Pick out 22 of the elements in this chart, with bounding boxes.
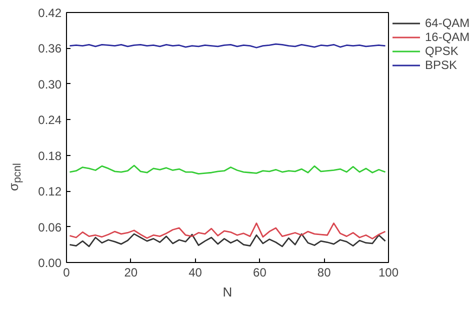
legend-label: 64-QAM: [425, 16, 470, 30]
y-tick-label: 0.30: [38, 77, 62, 92]
line-series: [69, 222, 386, 240]
y-tick-label: 0.06: [38, 220, 62, 234]
line-series: [69, 164, 386, 175]
y-tick-label: 0.00: [38, 256, 62, 270]
x-tick-label: 100: [378, 266, 399, 280]
y-tick-label: 0.24: [38, 113, 62, 128]
y-tick-label: 0.42: [38, 6, 62, 20]
x-tick-label: 0: [63, 266, 70, 280]
legend-label: 16-QAM: [425, 30, 470, 44]
y-tick-label: 0.36: [38, 42, 62, 56]
x-tick-label: 40: [188, 266, 202, 280]
y-tick-label: 0.18: [38, 148, 62, 163]
legend-label: QPSK: [425, 44, 458, 58]
x-tick-label: 60: [253, 266, 267, 280]
x-tick-label: 80: [317, 266, 332, 280]
x-tick-label: 20: [124, 266, 138, 280]
line-series: [69, 233, 386, 248]
y-tick-label: 0.12: [38, 184, 62, 199]
legend-label: BPSK: [425, 58, 458, 72]
x-axis-title: N: [222, 284, 232, 300]
